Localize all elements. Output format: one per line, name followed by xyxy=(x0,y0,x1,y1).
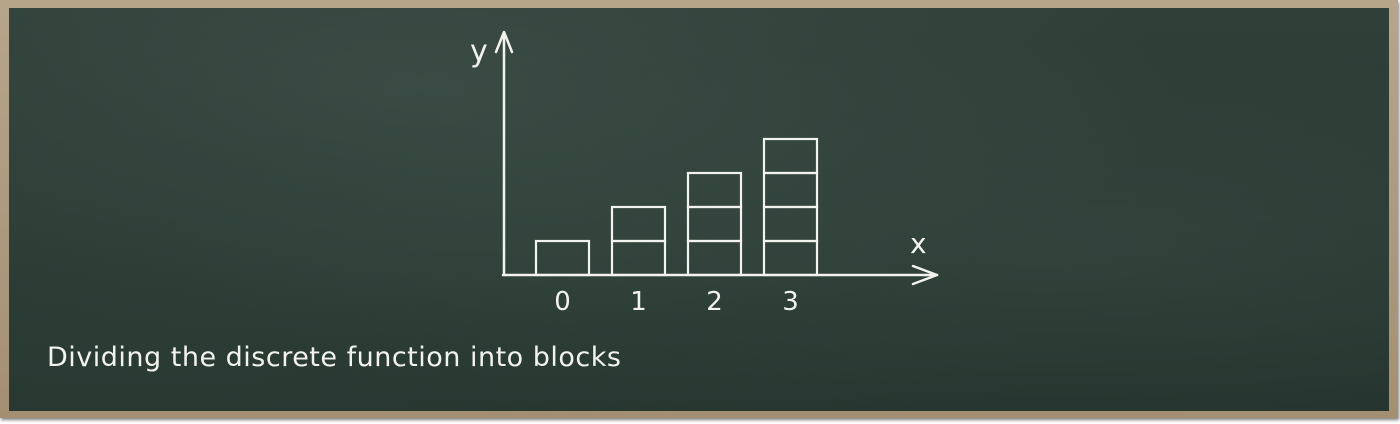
tick-label-2: 2 xyxy=(706,287,723,317)
tick-label-1: 1 xyxy=(630,287,647,317)
block-3-4 xyxy=(762,137,819,175)
tick-label-3: 3 xyxy=(782,287,799,317)
tick-label-0: 0 xyxy=(554,287,571,317)
block-0-1 xyxy=(534,239,591,277)
block-1-1 xyxy=(610,239,667,277)
x-axis-arrowhead xyxy=(911,264,939,286)
tick-labels: 0 1 2 3 xyxy=(554,287,799,317)
block-3-3 xyxy=(762,171,819,209)
y-axis-arrowhead xyxy=(494,30,514,54)
block-2-3 xyxy=(686,171,743,209)
diagram-caption: Dividing the discrete function into bloc… xyxy=(47,342,622,373)
block-diagram: y x 0 1 2 3 xyxy=(470,30,939,317)
block-2-2 xyxy=(686,205,743,243)
x-axis-label: x xyxy=(910,227,927,260)
y-axis-label: y xyxy=(470,34,488,69)
block-stacks xyxy=(534,137,819,277)
block-3-2 xyxy=(762,205,819,243)
chalkboard: y x 0 1 2 3 Dividing the discrete function … xyxy=(9,8,1389,411)
block-1-2 xyxy=(610,205,667,243)
block-2-1 xyxy=(686,239,743,277)
block-3-1 xyxy=(762,239,819,277)
